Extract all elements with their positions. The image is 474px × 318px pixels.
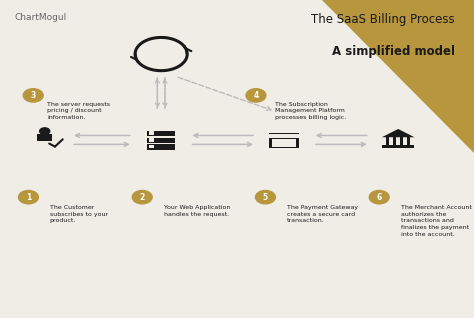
Bar: [382, 145, 414, 148]
Circle shape: [255, 190, 275, 204]
Circle shape: [132, 190, 152, 204]
Text: The server requests
pricing / discount
information.: The server requests pricing / discount i…: [47, 102, 110, 120]
Text: 4: 4: [253, 91, 259, 100]
Bar: [386, 137, 389, 145]
Circle shape: [246, 89, 266, 102]
Bar: [273, 139, 296, 147]
Text: The SaaS Billing Process: The SaaS Billing Process: [311, 13, 455, 26]
Bar: [392, 137, 396, 145]
Text: The Payment Gateway
creates a secure card
transaction.: The Payment Gateway creates a secure car…: [287, 205, 358, 223]
Text: 3: 3: [30, 91, 36, 100]
Text: A simplified model: A simplified model: [332, 45, 455, 58]
Bar: [149, 131, 154, 135]
Text: 1: 1: [26, 193, 31, 202]
Text: 6: 6: [376, 193, 382, 202]
Bar: [147, 137, 175, 142]
Bar: [147, 131, 175, 136]
Text: Your Web Application
handles the request.: Your Web Application handles the request…: [164, 205, 230, 217]
Text: The Customer
subscribes to your
product.: The Customer subscribes to your product.: [50, 205, 108, 223]
Text: The Subscription
Management Platform
processes billing logic.: The Subscription Management Platform pro…: [275, 102, 346, 120]
Circle shape: [40, 128, 50, 135]
Text: 5: 5: [263, 193, 268, 202]
Bar: [149, 145, 154, 149]
Bar: [400, 137, 403, 145]
Text: 2: 2: [139, 193, 145, 202]
Bar: [149, 138, 154, 142]
Polygon shape: [37, 135, 52, 141]
Bar: [407, 137, 410, 145]
Bar: [147, 144, 175, 149]
Text: ChartMogul: ChartMogul: [14, 13, 66, 22]
Polygon shape: [322, 0, 474, 153]
Circle shape: [23, 89, 43, 102]
Circle shape: [369, 190, 389, 204]
Circle shape: [18, 190, 38, 204]
Bar: [269, 133, 299, 148]
Bar: [269, 134, 299, 138]
Polygon shape: [382, 129, 414, 137]
Text: The Merchant Account
authorizes the
transactions and
finalizes the payment
into : The Merchant Account authorizes the tran…: [401, 205, 472, 237]
